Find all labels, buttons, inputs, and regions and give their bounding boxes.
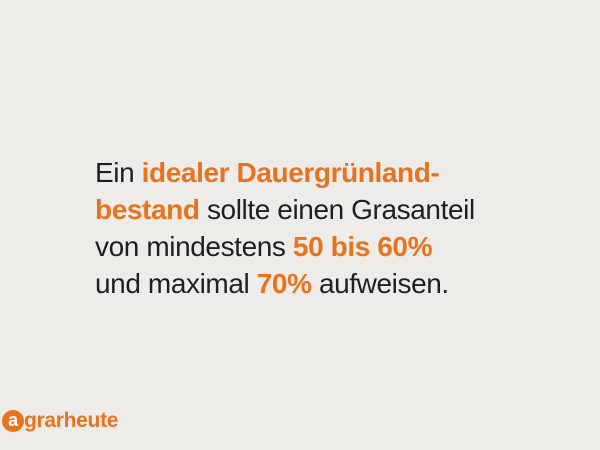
- highlight-text: 70%: [256, 268, 312, 299]
- logo-text: grarheute: [24, 409, 119, 432]
- highlight-text: bestand: [95, 194, 200, 225]
- statement-line: von mindestens 50 bis 60%: [95, 228, 575, 265]
- body-text: und maximal: [95, 268, 257, 299]
- statement-line: und maximal 70% aufweisen.: [95, 265, 575, 302]
- statement: Ein idealer Dauergrünland-bestand sollte…: [95, 154, 575, 302]
- statement-line: bestand sollte einen Grasanteil: [95, 191, 575, 228]
- logo-mark: a: [2, 410, 24, 432]
- highlight-text: idealer Dauergrünland-: [141, 157, 440, 188]
- body-text: Ein: [95, 157, 142, 188]
- body-text: von mindestens: [95, 231, 293, 262]
- body-text: sollte einen Grasanteil: [199, 194, 475, 225]
- statement-line: Ein idealer Dauergrünland-: [95, 154, 575, 191]
- highlight-text: 50 bis 60%: [292, 231, 433, 262]
- logo: a grarheute: [2, 408, 118, 434]
- body-text: aufweisen.: [311, 268, 449, 299]
